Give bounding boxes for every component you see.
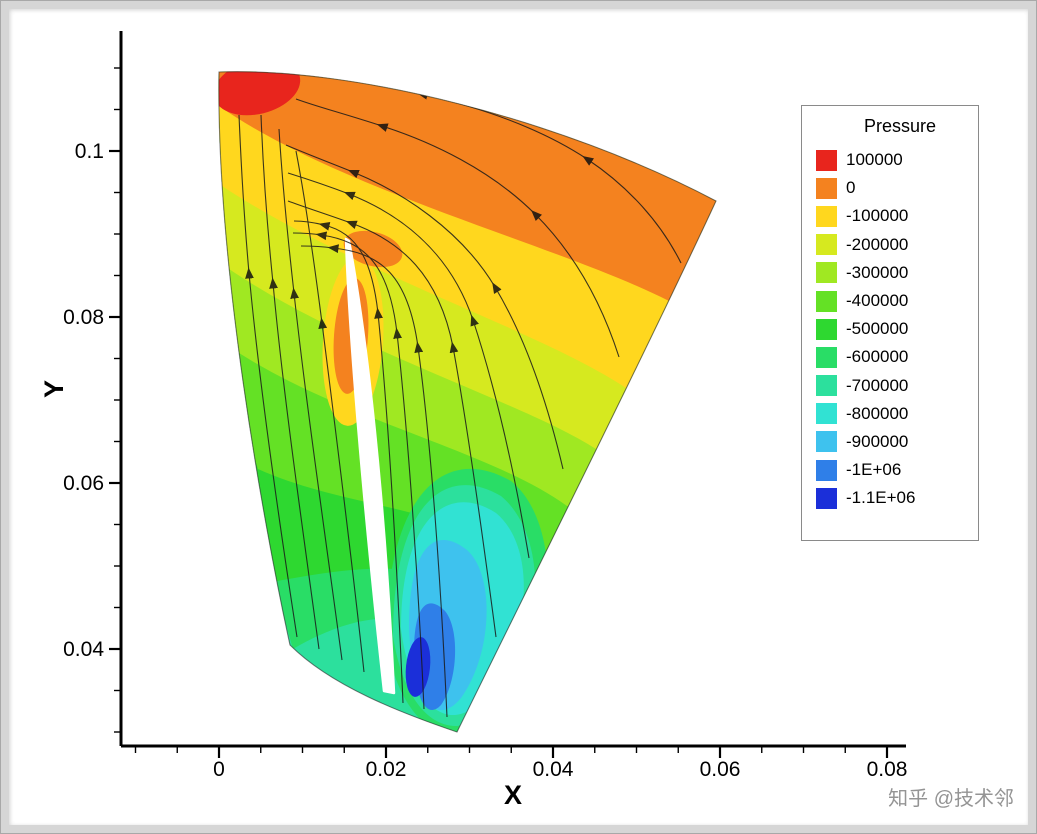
legend-label: -1.1E+06 — [846, 488, 916, 508]
contour-field — [218, 71, 717, 732]
legend: Pressure 100000 0 -100000 -200000 -30000… — [801, 105, 979, 541]
y-axis-title: Y — [39, 380, 69, 398]
legend-row: -100000 — [802, 202, 978, 230]
streamline — [278, 128, 343, 661]
legend-row: -300000 — [802, 259, 978, 287]
legend-swatch — [816, 177, 837, 199]
legend-swatch — [816, 459, 837, 481]
legend-swatch — [816, 346, 837, 368]
legend-title: Pressure — [864, 116, 937, 136]
streamline — [285, 144, 564, 470]
legend-swatch — [816, 234, 837, 256]
x-tick-label: 0 — [213, 758, 225, 781]
streamlines — [238, 72, 682, 718]
x-tick-label: 0.02 — [366, 758, 407, 781]
legend-label: -400000 — [846, 291, 909, 311]
legend-row: -200000 — [802, 231, 978, 259]
legend-swatch — [816, 290, 837, 312]
y-tick-label: 0.06 — [63, 472, 104, 495]
legend-swatch — [816, 149, 837, 171]
x-ticks: 0 0.02 0.04 0.06 0.08 — [134, 746, 908, 781]
legend-swatch — [816, 403, 837, 425]
legend-label: 0 — [846, 178, 856, 198]
legend-label: -300000 — [846, 262, 909, 282]
streamline — [295, 98, 620, 358]
legend-row: -400000 — [802, 287, 978, 315]
legend-row: -900000 — [802, 428, 978, 456]
legend-swatch — [816, 487, 837, 509]
y-ticks: 0.1 0.08 0.06 0.04 — [63, 67, 121, 733]
x-tick-label: 0.04 — [533, 758, 574, 781]
y-tick-label: 0.04 — [63, 638, 104, 661]
legend-row: -500000 — [802, 315, 978, 343]
streamline — [238, 114, 298, 638]
legend-row: -600000 — [802, 343, 978, 371]
legend-row: 0 — [802, 174, 978, 202]
x-tick-label: 0.06 — [700, 758, 741, 781]
legend-label: -1E+06 — [846, 460, 902, 480]
pocket--1.1E+06 — [405, 637, 431, 697]
legend-label: -600000 — [846, 347, 909, 367]
legend-row: -800000 — [802, 400, 978, 428]
legend-row: -1.1E+06 — [802, 484, 978, 512]
legend-row: 100000 — [802, 146, 978, 174]
passage-outline — [218, 71, 717, 733]
legend-row: -700000 — [802, 372, 978, 400]
streamline — [260, 114, 320, 650]
legend-swatch — [816, 205, 837, 227]
legend-label: -500000 — [846, 319, 909, 339]
watermark: 知乎 @技术邻 — [888, 788, 1014, 810]
legend-label: -700000 — [846, 375, 909, 395]
legend-swatch — [816, 375, 837, 397]
legend-label: -200000 — [846, 234, 909, 254]
legend-swatch — [816, 431, 837, 453]
legend-row: -1E+06 — [802, 456, 978, 484]
y-tick-label: 0.1 — [75, 140, 104, 163]
x-axis-title: X — [504, 780, 522, 810]
legend-label: -100000 — [846, 206, 909, 226]
legend-label: -800000 — [846, 403, 909, 423]
streamline — [295, 150, 365, 673]
x-tick-label: 0.08 — [867, 758, 908, 781]
legend-label: -900000 — [846, 431, 909, 451]
legend-label: 100000 — [846, 150, 903, 170]
legend-swatch — [816, 262, 837, 284]
y-tick-label: 0.08 — [63, 306, 104, 329]
legend-swatch — [816, 318, 837, 340]
